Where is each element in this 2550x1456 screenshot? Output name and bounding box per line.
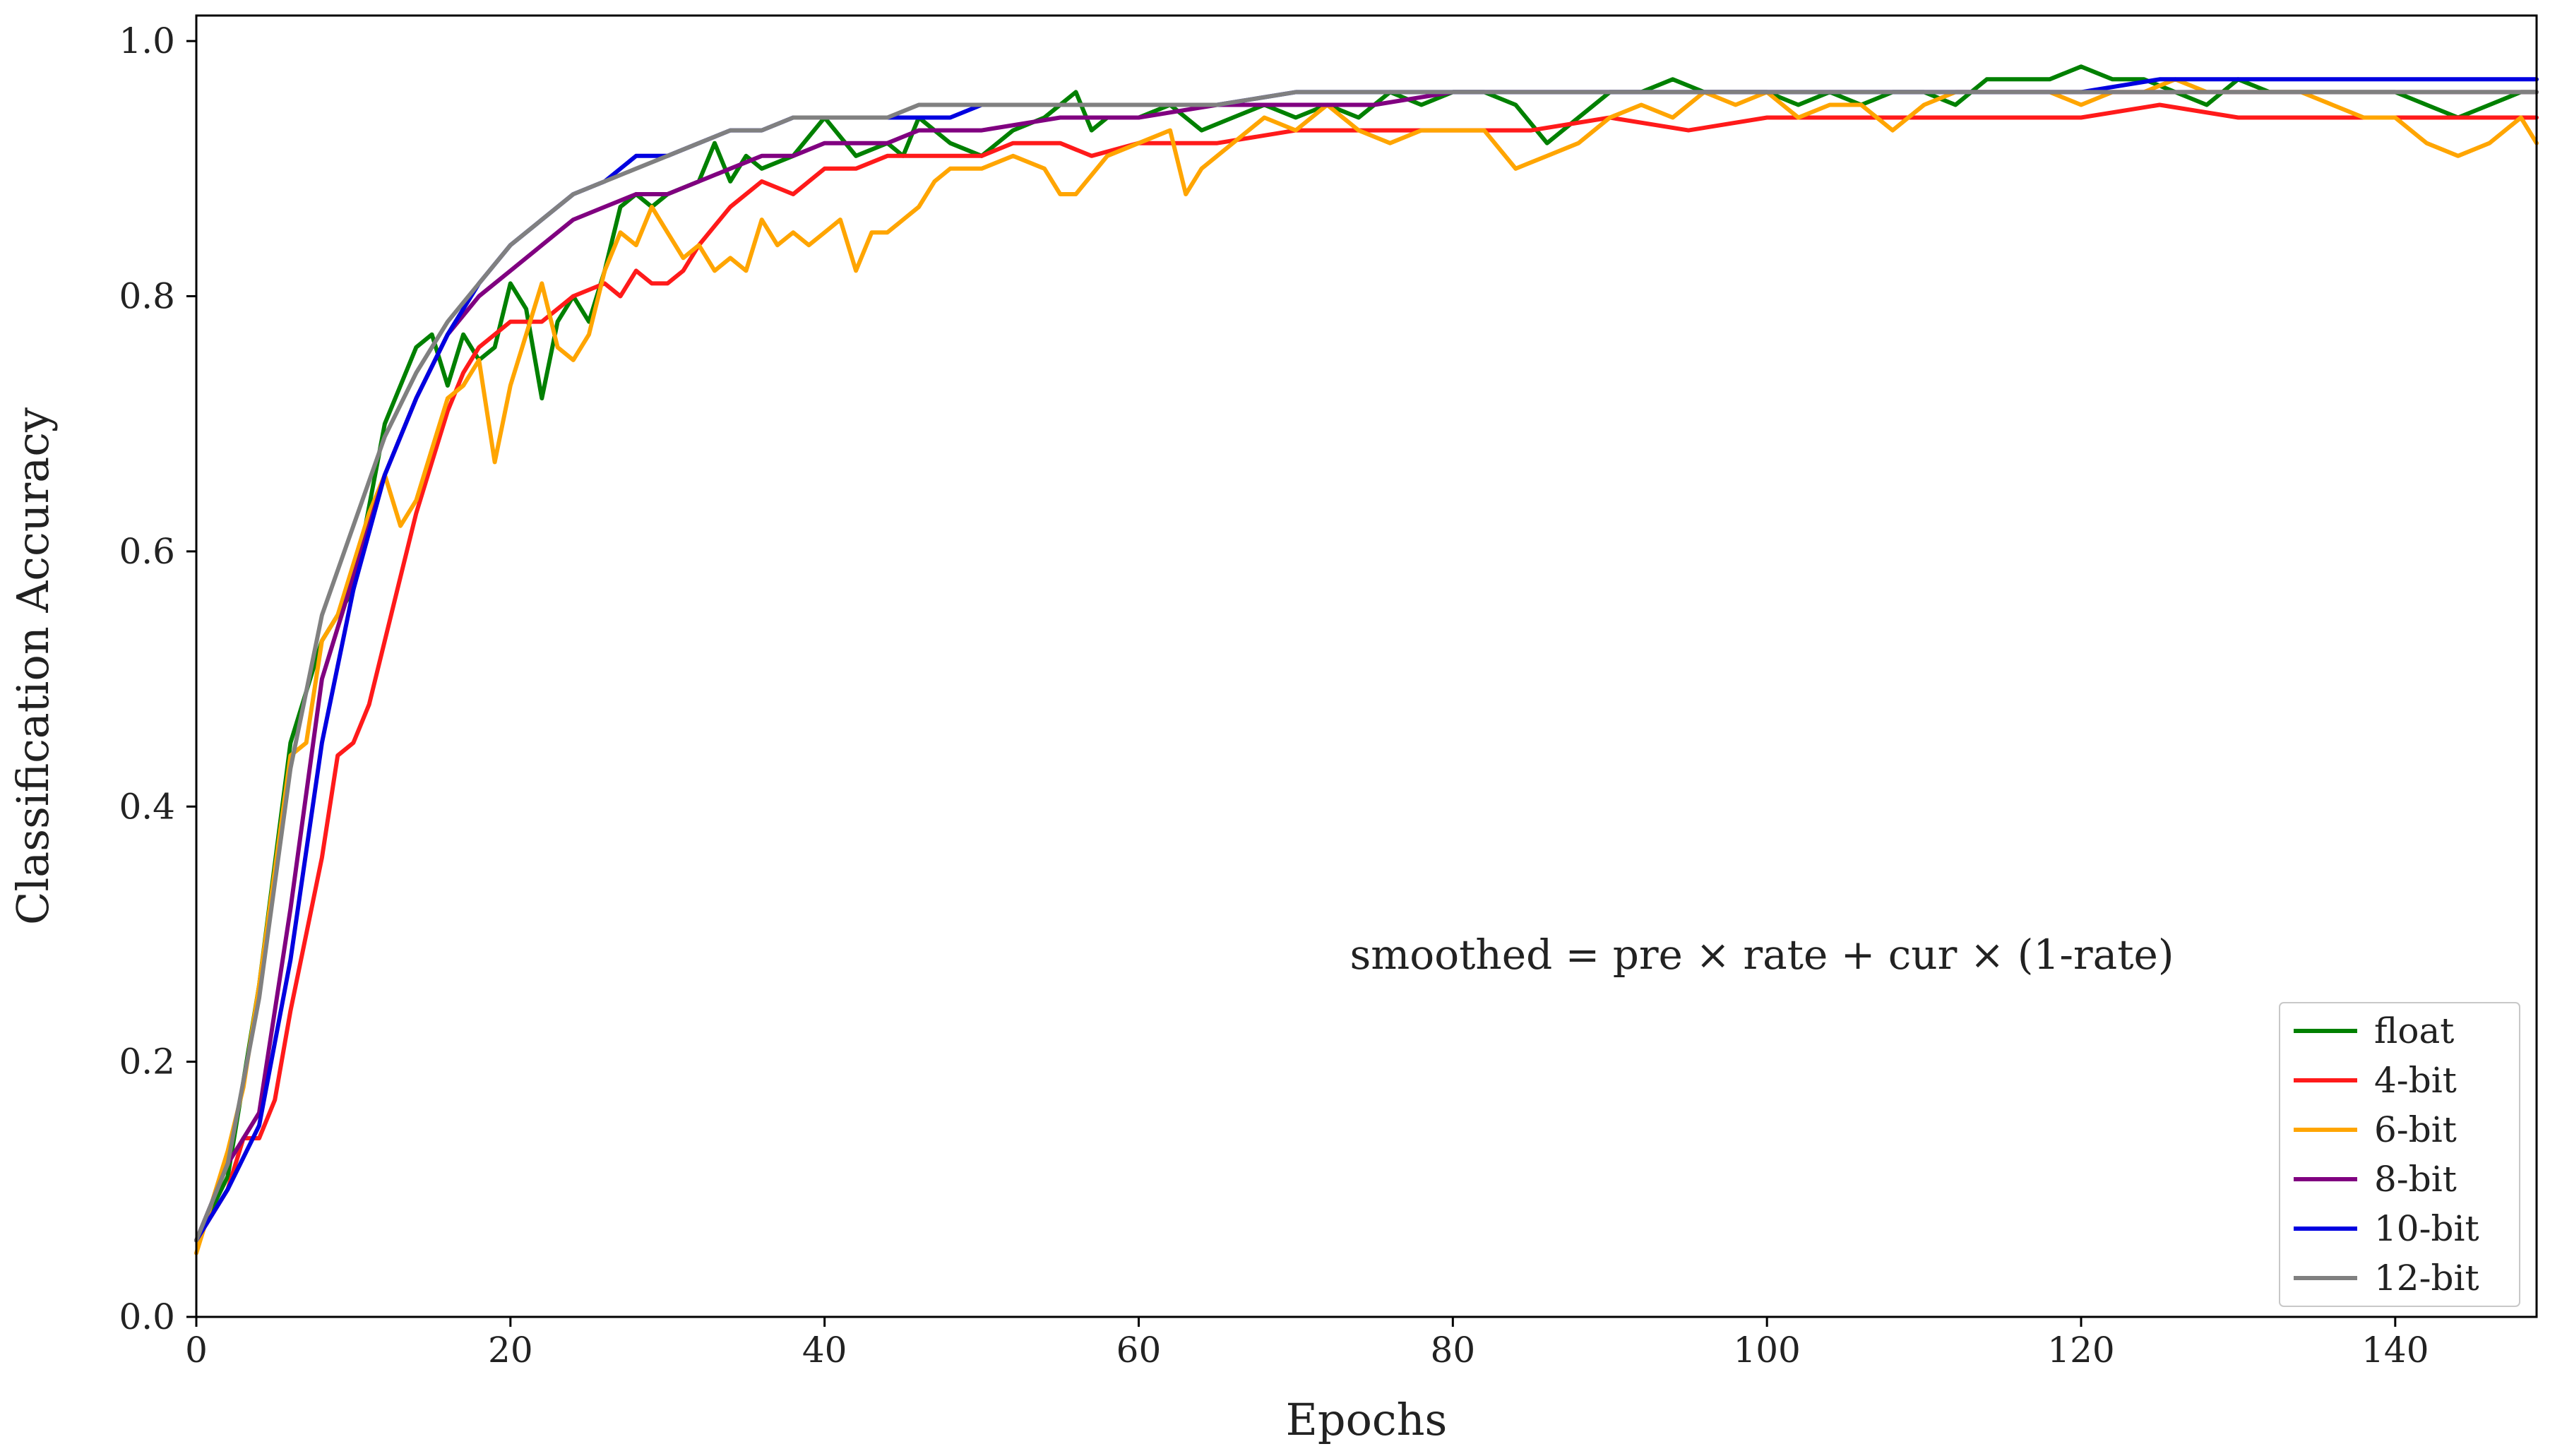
- series-line-6-bit: [194, 77, 2539, 1255]
- y-tick-label: 0.4: [119, 786, 175, 827]
- x-tick-label: 40: [802, 1330, 847, 1371]
- x-tick-label: 140: [2361, 1330, 2429, 1371]
- formula-annotation: smoothed = pre × rate + cur × (1-rate): [1350, 931, 2174, 979]
- series-layer: [194, 64, 2539, 1255]
- x-tick-label: 20: [488, 1330, 533, 1371]
- legend-label: 6-bit: [2374, 1109, 2457, 1150]
- y-axis-title: Classification Accuracy: [7, 407, 59, 925]
- y-tick-label: 0.8: [119, 276, 175, 317]
- x-axis-title: Epochs: [1286, 1394, 1448, 1445]
- legend-label: 8-bit: [2374, 1159, 2457, 1200]
- legend-label: float: [2374, 1010, 2454, 1051]
- legend: float 4-bit 6-bit 8-bit 10-bit 12-bit: [2279, 1002, 2520, 1307]
- x-tick-label: 100: [1733, 1330, 1800, 1371]
- axes-layer: 0 20 40 60 80 100 120 140 0.0 0.2 0.4 0.6 0.8 1.0: [119, 20, 2429, 1371]
- series-line-10-bit: [194, 77, 2539, 1243]
- legend-label: 4-bit: [2374, 1060, 2457, 1101]
- y-tick-label: 0.0: [119, 1296, 175, 1337]
- series-line-8-bit: [194, 90, 2539, 1243]
- y-tick-label: 0.2: [119, 1042, 175, 1082]
- x-tick-label: 80: [1431, 1330, 1476, 1371]
- y-tick-label: 0.6: [119, 531, 175, 572]
- series-line-4-bit: [194, 102, 2539, 1243]
- x-tick-label: 0: [185, 1330, 208, 1371]
- series-line-float: [194, 64, 2539, 1243]
- plot-frame: [195, 14, 2538, 1318]
- legend-label: 10-bit: [2374, 1208, 2479, 1249]
- x-tick-label: 60: [1116, 1330, 1162, 1371]
- series-line-12-bit: [194, 90, 2539, 1243]
- y-tick-label: 1.0: [119, 20, 175, 61]
- x-tick-label: 120: [2047, 1330, 2114, 1371]
- legend-label: 12-bit: [2374, 1258, 2479, 1299]
